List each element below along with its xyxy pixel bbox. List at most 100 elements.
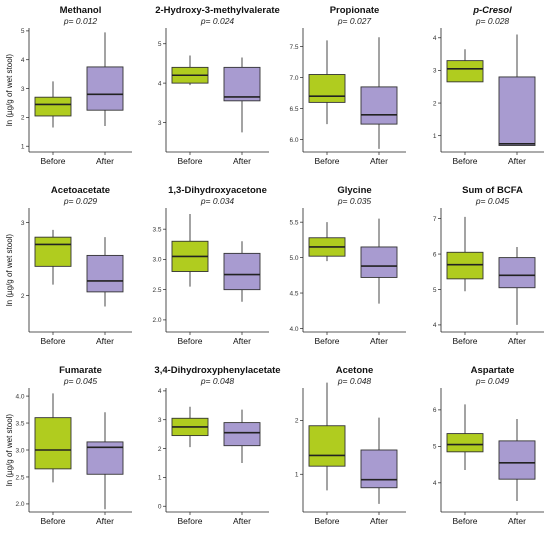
y-tick-label: 5 (158, 41, 162, 48)
x-category-label: Before (452, 516, 477, 526)
y-tick-label: 5 (21, 28, 25, 35)
box-after (360, 86, 398, 125)
x-category-label: After (508, 156, 526, 166)
p-value: p= 0.027 (337, 16, 372, 26)
x-category-label: After (370, 516, 388, 526)
y-tick-label: 1 (158, 475, 162, 482)
panel-title: 2-Hydroxy-3-methylvalerate (155, 5, 280, 16)
y-tick-label: 3.5 (152, 226, 161, 233)
y-tick-label: 2 (21, 293, 25, 300)
y-tick-label: 3 (158, 120, 162, 127)
box-after (360, 246, 398, 278)
box-before (34, 417, 72, 470)
y-tick-label: 5.5 (289, 219, 298, 226)
y-tick-label: 3 (21, 220, 25, 227)
box-before (308, 425, 346, 467)
x-category-label: Before (177, 156, 202, 166)
p-value: p= 0.048 (337, 376, 372, 386)
x-category-label: After (508, 336, 526, 346)
y-tick-label: 4.5 (289, 290, 298, 297)
x-category-label: Before (177, 516, 202, 526)
box-before (446, 60, 484, 83)
y-tick-label: 2 (433, 100, 437, 107)
y-tick-label: 6 (433, 251, 437, 258)
y-tick-label: 2 (158, 446, 162, 453)
x-category-label: After (96, 156, 114, 166)
box-after (498, 440, 536, 480)
y-tick-label: 4.0 (15, 393, 24, 400)
y-tick-label: 1 (433, 133, 437, 140)
p-value: p= 0.024 (200, 16, 235, 26)
x-category-label: After (233, 336, 251, 346)
y-tick-label: 4 (158, 80, 162, 87)
box-after (498, 76, 536, 146)
box-after (86, 254, 124, 293)
y-tick-label: 1 (21, 144, 25, 151)
box-before (446, 433, 484, 453)
p-value: p= 0.045 (475, 196, 510, 206)
y-tick-label: 5 (433, 444, 437, 451)
y-tick-label: 6 (433, 407, 437, 414)
y-tick-label: 4 (433, 322, 437, 329)
y-tick-label: 7.5 (289, 44, 298, 51)
box-before (446, 251, 484, 280)
panel-title: Fumarate (59, 365, 102, 376)
panel-title: Acetoacetate (51, 185, 110, 196)
y-tick-label: 5 (433, 287, 437, 294)
y-tick-label: 4 (21, 57, 25, 64)
y-tick-label: 3 (21, 86, 25, 93)
panel-title: Methanol (60, 5, 102, 16)
y-tick-label: 6.0 (289, 137, 298, 144)
p-value: p= 0.029 (63, 196, 98, 206)
panel-title: Aspartate (471, 365, 515, 376)
x-category-label: Before (452, 156, 477, 166)
y-tick-label: 3 (158, 417, 162, 424)
y-tick-label: 1 (295, 472, 299, 479)
y-axis-label: ln (µg/g of wet stool) (5, 414, 14, 487)
y-tick-label: 4 (433, 480, 437, 487)
y-tick-label: 7.0 (289, 75, 298, 82)
x-category-label: Before (452, 336, 477, 346)
y-axis-label: ln (µg/g of wet stool) (5, 234, 14, 307)
p-value: p= 0.034 (200, 196, 235, 206)
y-tick-label: 4.0 (289, 326, 298, 333)
p-value: p= 0.045 (63, 376, 98, 386)
x-category-label: Before (314, 516, 339, 526)
panel-title: 1,3-Dihydroxyacetone (168, 185, 267, 196)
x-category-label: Before (40, 516, 65, 526)
y-tick-label: 4 (158, 388, 162, 395)
x-category-label: Before (314, 156, 339, 166)
x-category-label: Before (40, 336, 65, 346)
y-tick-label: 3 (433, 68, 437, 75)
x-category-label: After (508, 516, 526, 526)
y-axis-label: ln (µg/g of wet stool) (5, 54, 14, 127)
x-category-label: After (370, 156, 388, 166)
x-category-label: After (96, 516, 114, 526)
y-tick-label: 2.0 (152, 317, 161, 324)
box-after (86, 66, 124, 111)
p-value: p= 0.049 (475, 376, 510, 386)
x-category-label: Before (314, 336, 339, 346)
x-category-label: After (96, 336, 114, 346)
y-tick-label: 3.0 (152, 257, 161, 264)
y-tick-label: 2.5 (15, 474, 24, 481)
box-after (223, 422, 261, 447)
box-after (498, 257, 536, 289)
y-tick-label: 2 (295, 418, 299, 425)
y-tick-label: 5.0 (289, 255, 298, 262)
box-before (34, 96, 72, 117)
p-value: p= 0.012 (63, 16, 98, 26)
box-after (223, 252, 261, 291)
p-value: p= 0.048 (200, 376, 235, 386)
y-tick-label: 0 (158, 504, 162, 511)
panel-title: Propionate (330, 5, 380, 16)
